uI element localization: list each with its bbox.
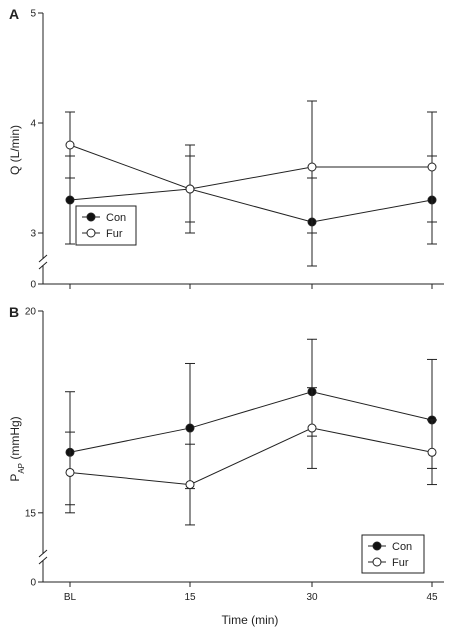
panel-b-series-fur-point-2 — [307, 423, 317, 433]
panel-a-y-tick-label-1: 3 — [30, 229, 36, 240]
panel-b-y-tick-label-0: 0 — [30, 578, 36, 589]
panel-a-legend-marker-1 — [86, 228, 96, 238]
panel-a-series-con-point-0 — [65, 195, 75, 205]
panel-b-axis-break-mark-1 — [38, 549, 48, 558]
panel-b-y-axis-title: PAP (mmHg) — [8, 416, 26, 481]
panel-b-legend-box — [361, 534, 425, 574]
panel-a-series-fur-point-0 — [65, 140, 75, 150]
panel-b-legend-marker-0 — [372, 541, 382, 551]
panel-b-axis-break-mark-2 — [38, 556, 48, 565]
x-tick-label-1: 15 — [184, 592, 196, 603]
panel-b-legend-label-1: Fur — [392, 557, 409, 569]
panel-a-letter: A — [9, 6, 19, 22]
panel-a-series-fur-line — [69, 144, 432, 190]
panel-a-series-fur-point-1 — [185, 184, 195, 194]
panel-b-y-tick-label-2: 20 — [25, 307, 37, 318]
panel-a-y-tick-label-3: 5 — [30, 9, 36, 20]
panel-a-legend-label-0: Con — [106, 212, 126, 224]
panel-b-series-fur-point-3 — [427, 447, 437, 457]
panel-a-series-con-line — [69, 188, 433, 223]
x-tick-label-2: 30 — [306, 592, 318, 603]
panel-a-series-fur-point-2 — [307, 162, 317, 172]
panel-b-y-axis-title-main: P — [8, 474, 22, 482]
panel-b-y-axis-title-unit: (mmHg) — [8, 416, 22, 463]
panel-b-letter: B — [9, 304, 19, 320]
panel-b-legend-label-0: Con — [392, 541, 412, 553]
panel-b-series-fur-point-0 — [65, 467, 75, 477]
x-axis-title: Time (min) — [222, 613, 279, 627]
panel-a-axis-break-mark-2 — [38, 261, 48, 270]
panel-b-y-tick-label-1: 15 — [25, 508, 37, 519]
panel-a-legend-box — [75, 205, 137, 246]
panel-a-series-fur-point-3 — [427, 162, 437, 172]
panel-b-series-con-point-1 — [185, 423, 195, 433]
panel-b-y-axis-title-sub: AP — [17, 463, 26, 474]
panel-a-y-tick-label-0: 0 — [30, 280, 36, 291]
panel-b-series-fur-point-1 — [185, 480, 195, 490]
panel-b-series-con-line — [69, 391, 433, 453]
panel-b-series-fur-line — [69, 427, 433, 486]
panel-a-legend-label-1: Fur — [106, 228, 123, 240]
x-tick-label-0: BL — [64, 592, 77, 603]
panel-a-axis-break-mark-1 — [38, 254, 48, 263]
panel-a-legend-marker-0 — [86, 212, 96, 222]
panel-a-y-tick-label-2: 4 — [30, 119, 36, 130]
panel-a-y-axis-title: Q (L/min) — [8, 125, 22, 175]
x-tick-label-3: 45 — [426, 592, 438, 603]
panel-b-legend-marker-1 — [372, 557, 382, 567]
